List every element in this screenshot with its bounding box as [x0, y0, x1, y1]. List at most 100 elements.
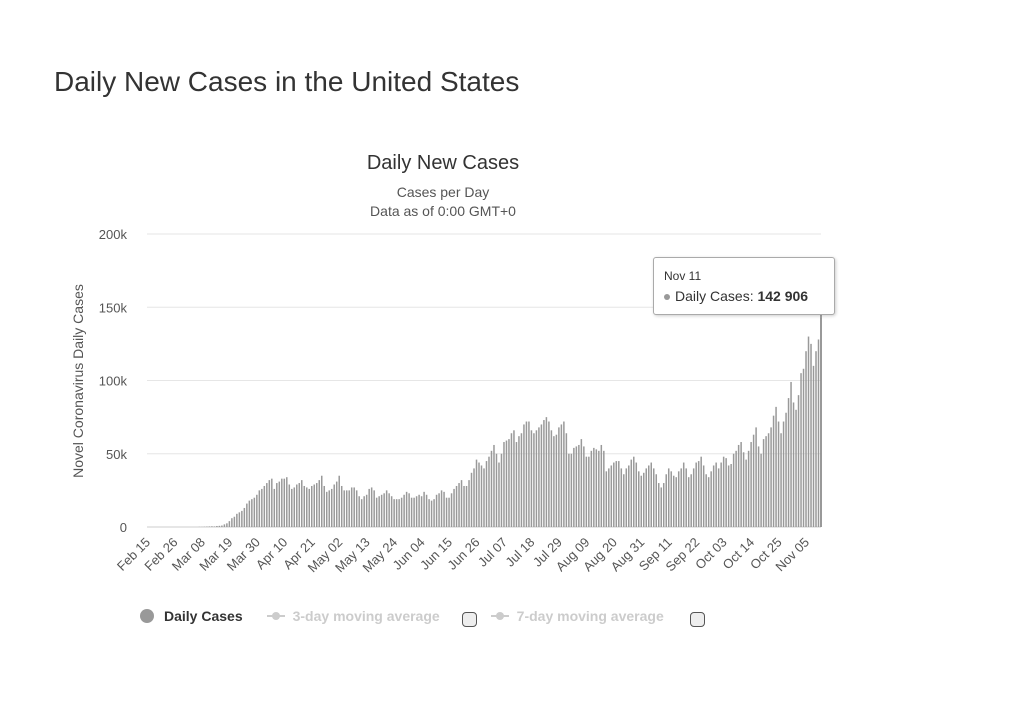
- bar[interactable]: [395, 499, 398, 527]
- bar[interactable]: [211, 526, 213, 527]
- bar[interactable]: [490, 450, 493, 527]
- bar[interactable]: [315, 483, 318, 527]
- bar[interactable]: [420, 496, 423, 527]
- bar[interactable]: [593, 447, 595, 527]
- bar[interactable]: [550, 430, 553, 527]
- bar[interactable]: [563, 421, 565, 527]
- bar[interactable]: [475, 459, 478, 527]
- bar[interactable]: [226, 523, 228, 527]
- bar[interactable]: [662, 483, 665, 527]
- bar[interactable]: [328, 490, 330, 527]
- bar[interactable]: [236, 513, 238, 527]
- bar[interactable]: [393, 499, 395, 527]
- bar[interactable]: [448, 497, 450, 527]
- bar[interactable]: [573, 447, 575, 527]
- bar[interactable]: [308, 488, 311, 527]
- bar[interactable]: [460, 480, 463, 527]
- bar[interactable]: [797, 395, 800, 527]
- bar[interactable]: [677, 471, 680, 527]
- bar[interactable]: [368, 488, 370, 527]
- bar[interactable]: [530, 430, 533, 527]
- bar[interactable]: [680, 468, 682, 527]
- bar[interactable]: [707, 477, 710, 527]
- bar[interactable]: [325, 491, 328, 527]
- bar[interactable]: [276, 483, 278, 527]
- bar[interactable]: [261, 488, 263, 527]
- bar[interactable]: [702, 465, 705, 527]
- bar[interactable]: [303, 485, 306, 527]
- bar[interactable]: [453, 488, 455, 527]
- bar[interactable]: [785, 412, 787, 527]
- bar[interactable]: [543, 420, 545, 527]
- bar[interactable]: [568, 453, 570, 527]
- bar[interactable]: [291, 488, 293, 527]
- bar[interactable]: [760, 453, 762, 527]
- bar[interactable]: [657, 483, 660, 527]
- bar[interactable]: [251, 499, 253, 527]
- bar[interactable]: [313, 484, 316, 527]
- bar[interactable]: [747, 450, 750, 527]
- bar[interactable]: [545, 417, 548, 527]
- bar[interactable]: [520, 433, 523, 527]
- bar[interactable]: [320, 475, 323, 527]
- bar[interactable]: [273, 488, 276, 527]
- bar[interactable]: [238, 512, 241, 527]
- bar[interactable]: [533, 433, 535, 527]
- bar[interactable]: [538, 427, 540, 527]
- bar[interactable]: [478, 462, 480, 527]
- bar[interactable]: [672, 475, 675, 527]
- bar[interactable]: [515, 442, 518, 527]
- bar[interactable]: [815, 351, 817, 527]
- bar[interactable]: [770, 427, 772, 527]
- bar[interactable]: [765, 436, 767, 527]
- bar[interactable]: [243, 507, 246, 527]
- bar[interactable]: [458, 483, 460, 527]
- bar[interactable]: [750, 442, 752, 527]
- bar[interactable]: [330, 488, 333, 527]
- bar[interactable]: [296, 484, 298, 527]
- bar[interactable]: [365, 494, 368, 527]
- bar[interactable]: [740, 442, 742, 527]
- bar[interactable]: [583, 446, 585, 527]
- bar[interactable]: [755, 427, 757, 527]
- bar[interactable]: [298, 483, 301, 527]
- bar[interactable]: [388, 493, 390, 527]
- bar[interactable]: [248, 500, 251, 527]
- bar[interactable]: [805, 351, 807, 527]
- bar[interactable]: [383, 493, 385, 527]
- bar[interactable]: [473, 468, 475, 527]
- bar[interactable]: [608, 468, 610, 527]
- bar[interactable]: [645, 468, 648, 527]
- bar[interactable]: [495, 453, 498, 527]
- bar[interactable]: [318, 480, 320, 527]
- bar[interactable]: [762, 439, 765, 527]
- bar[interactable]: [795, 409, 797, 527]
- bar[interactable]: [463, 485, 465, 527]
- bar[interactable]: [715, 462, 717, 527]
- bar[interactable]: [580, 439, 583, 527]
- bar[interactable]: [732, 453, 735, 527]
- bar[interactable]: [353, 487, 355, 527]
- bar[interactable]: [652, 468, 655, 527]
- bar[interactable]: [695, 462, 697, 527]
- bar[interactable]: [485, 461, 488, 527]
- bar[interactable]: [505, 440, 508, 527]
- bar[interactable]: [293, 487, 296, 527]
- bar[interactable]: [745, 459, 747, 527]
- bar[interactable]: [780, 433, 782, 527]
- bar[interactable]: [216, 525, 218, 527]
- bar[interactable]: [518, 436, 520, 527]
- bar[interactable]: [648, 465, 650, 527]
- 7day-checkbox[interactable]: [689, 612, 705, 627]
- bar[interactable]: [777, 421, 780, 527]
- bar[interactable]: [508, 439, 510, 527]
- bar[interactable]: [548, 421, 550, 527]
- bar[interactable]: [340, 485, 343, 527]
- bar[interactable]: [650, 462, 653, 527]
- bar[interactable]: [415, 496, 418, 527]
- bar[interactable]: [742, 452, 745, 527]
- bar[interactable]: [633, 456, 635, 527]
- bar[interactable]: [720, 462, 722, 527]
- bar[interactable]: [408, 493, 410, 527]
- bar[interactable]: [710, 471, 712, 527]
